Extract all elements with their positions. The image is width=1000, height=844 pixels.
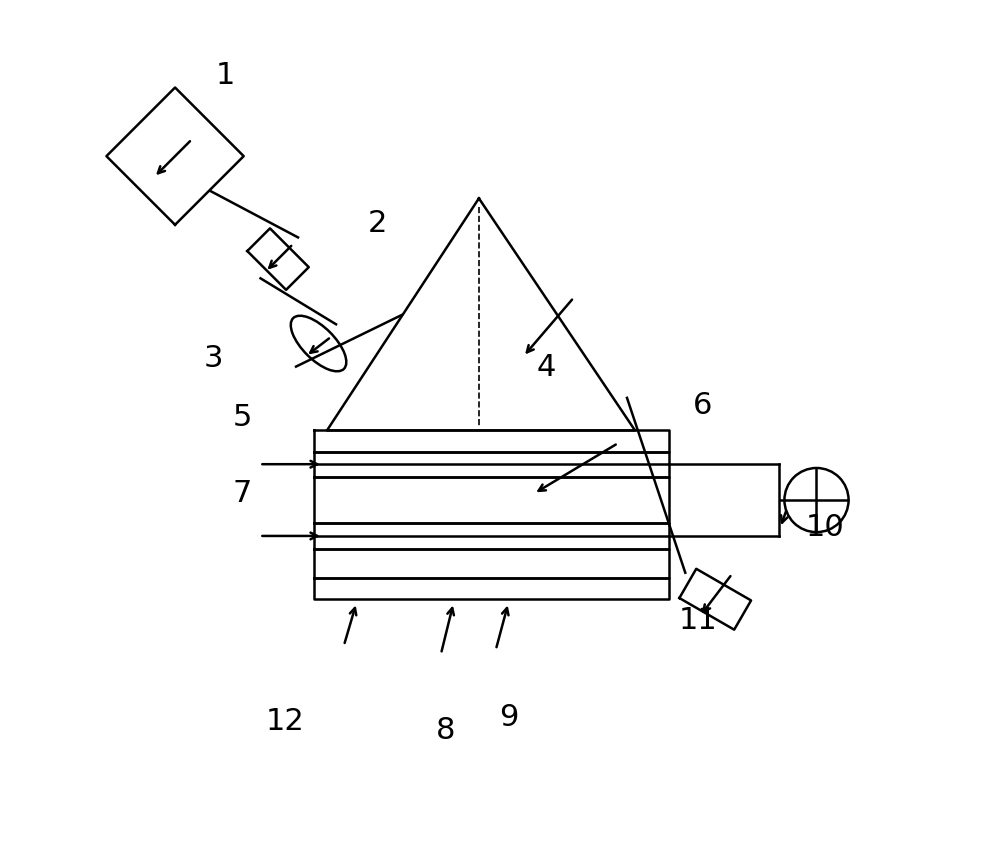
Text: 8: 8 <box>435 716 455 744</box>
Text: 6: 6 <box>693 391 712 419</box>
Text: 2: 2 <box>368 209 387 238</box>
Text: 7: 7 <box>233 479 252 508</box>
Text: 1: 1 <box>216 62 235 90</box>
Text: 3: 3 <box>203 344 223 373</box>
Text: 4: 4 <box>537 353 556 381</box>
Text: 5: 5 <box>233 403 252 432</box>
Text: 9: 9 <box>499 703 518 732</box>
Text: 12: 12 <box>265 707 304 736</box>
Text: 10: 10 <box>806 513 844 542</box>
Text: 11: 11 <box>679 606 718 635</box>
